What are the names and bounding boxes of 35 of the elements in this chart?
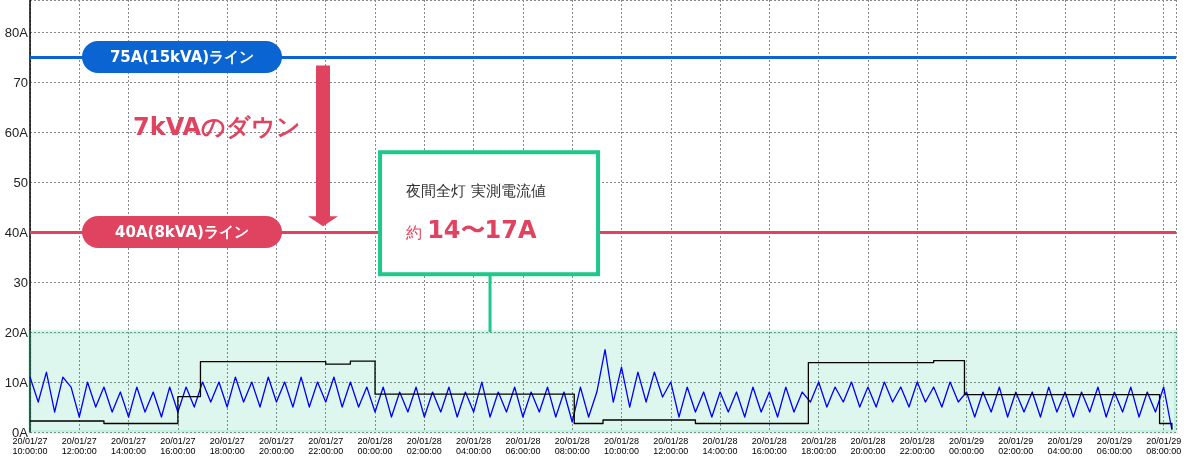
x-tick-label: 20/01/29 08:00:00	[1146, 436, 1182, 456]
x-tick-label: 20/01/28 04:00:00	[456, 436, 492, 456]
x-tick-label: 20/01/28 06:00:00	[505, 436, 541, 456]
x-tick-label: 20/01/29 02:00:00	[998, 436, 1034, 456]
x-tick-label: 20/01/27 22:00:00	[308, 436, 344, 456]
x-tick-label: 20/01/28 02:00:00	[406, 436, 442, 456]
y-tick-label: 80A	[4, 24, 29, 40]
y-tick-label: 20A	[4, 324, 29, 340]
x-tick-label: 20/01/27 16:00:00	[160, 436, 196, 456]
x-tick-label: 20/01/28 14:00:00	[702, 436, 738, 456]
x-tick-label: 20/01/28 12:00:00	[653, 436, 689, 456]
x-tick-label: 20/01/27 12:00:00	[61, 436, 97, 456]
x-tick-label: 20/01/29 06:00:00	[1096, 436, 1132, 456]
y-tick-label: 70	[13, 74, 28, 90]
x-tick-label: 20/01/28 08:00:00	[554, 436, 590, 456]
x-tick-label: 20/01/27 20:00:00	[258, 436, 294, 456]
x-tick-label: 20/01/28 16:00:00	[751, 436, 787, 456]
y-tick-label: 60A	[4, 124, 29, 140]
annotation: 夜間全灯 実測電流値	[406, 182, 546, 202]
y-tick-label: 50	[13, 174, 28, 190]
x-tick-label: 20/01/27 18:00:00	[209, 436, 245, 456]
x-tick-label: 20/01/29 00:00:00	[948, 436, 985, 456]
annotation: 7kVAのダウン	[133, 111, 302, 143]
annotation: 約 14〜17A	[406, 216, 537, 245]
x-tick-label: 20/01/27 10:00:00	[12, 436, 48, 456]
x-tick-label: 20/01/28 20:00:00	[850, 436, 886, 456]
x-tick-label: 20/01/28 10:00:00	[603, 436, 640, 456]
x-tick-label: 20/01/28 22:00:00	[899, 436, 935, 456]
x-tick-label: 20/01/29 04:00:00	[1047, 436, 1083, 456]
y-tick-label: 40A	[4, 224, 29, 240]
x-tick-label: 20/01/28 00:00:00	[357, 436, 393, 456]
y-tick-label: 30	[13, 274, 28, 290]
x-tick-label: 20/01/27 14:00:00	[111, 436, 147, 456]
x-tick-label: 20/01/28 18:00:00	[801, 436, 837, 456]
y-tick-label: 10A	[4, 374, 29, 390]
